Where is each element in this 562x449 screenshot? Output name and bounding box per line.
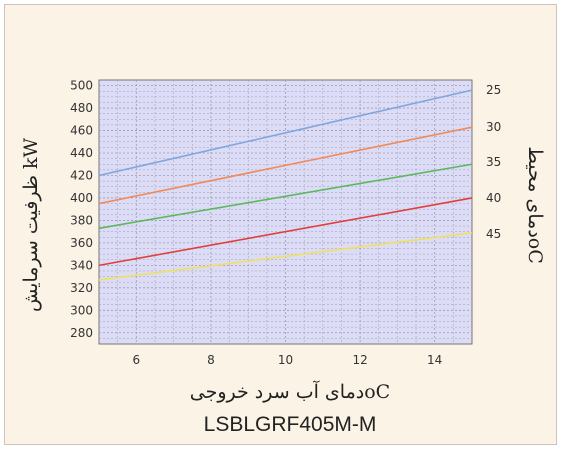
y-tick-label: 320	[70, 281, 93, 295]
model-name: LSBLGRF405M-M	[204, 413, 377, 436]
x-tick-label: 8	[207, 353, 215, 367]
y-tick-label: 380	[70, 213, 93, 227]
y-tick-label: 440	[70, 146, 93, 160]
x-axis-label: oCدمای آب سرد خروجی	[190, 380, 390, 403]
series-lines	[98, 89, 473, 281]
chart-panel: 280 300 320 340 360 380 400 420 440 460 480 500 6 8 1…	[4, 4, 557, 445]
x-tick-label: 12	[352, 353, 367, 367]
y-tick-label: 280	[70, 326, 93, 340]
series-line-40	[98, 197, 473, 267]
right-axis-title: oCدمای محیط	[524, 146, 546, 264]
y-axis-ticks: 280 300 320 340 360 380 400 420 440 460 480 500	[70, 79, 93, 340]
series-line-25	[98, 89, 473, 177]
y-tick-label: 340	[70, 258, 93, 272]
y-axis-label: kW ظرفیت سرمایش	[20, 137, 42, 312]
x-tick-label: 10	[278, 353, 293, 367]
y-tick-label: 400	[70, 191, 93, 205]
y-tick-label: 420	[70, 168, 93, 182]
y-tick-label: 500	[70, 79, 93, 93]
right-axis-label: 30	[486, 120, 501, 134]
series-line-35	[98, 163, 473, 230]
right-axis-labels: 25 30 35 40 45	[486, 83, 501, 241]
right-axis-label: 40	[486, 191, 501, 205]
capacity-chart: 280 300 320 340 360 380 400 420 440 460 480 500 6 8 1…	[20, 79, 546, 436]
series-line-45	[98, 231, 473, 281]
y-tick-label: 300	[70, 303, 93, 317]
right-axis-label: 35	[486, 155, 501, 169]
series-line-30	[98, 126, 473, 205]
x-tick-label: 6	[132, 353, 140, 367]
x-tick-label: 14	[427, 353, 442, 367]
right-axis-label: 25	[486, 83, 501, 97]
grid-lines	[99, 80, 472, 344]
y-tick-label: 480	[70, 101, 93, 115]
y-tick-label: 360	[70, 236, 93, 250]
y-tick-label: 460	[70, 124, 93, 138]
right-axis-label: 45	[486, 227, 501, 241]
x-axis-ticks: 6 8 10 12 14	[132, 353, 442, 367]
